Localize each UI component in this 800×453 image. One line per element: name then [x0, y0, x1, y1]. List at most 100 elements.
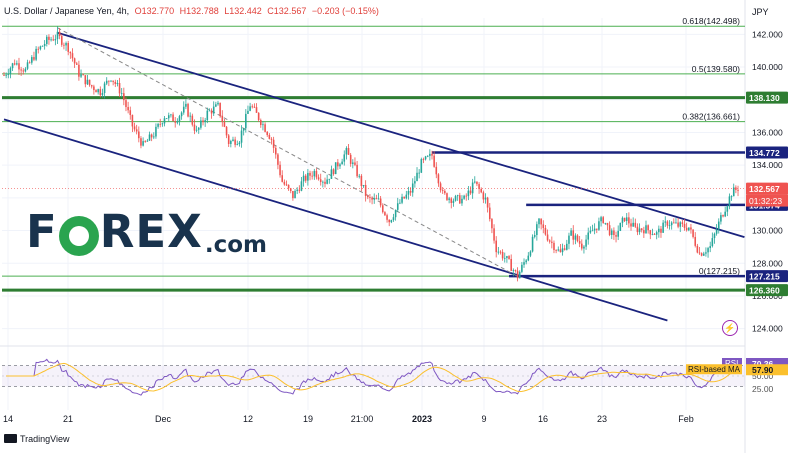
price-tick-label: 124.000 — [752, 324, 783, 334]
candle-body — [65, 43, 67, 46]
time-tick-label: 21:00 — [351, 414, 374, 424]
candle-body — [210, 110, 213, 114]
rsi-ma-value-label: 57.90 — [752, 365, 774, 375]
candle-body — [640, 228, 643, 231]
candle-body — [638, 228, 641, 233]
tradingview-brand[interactable]: TradingView — [4, 434, 70, 444]
candle-body — [95, 90, 97, 93]
candle-body — [454, 196, 457, 201]
time-tick-label: 14 — [3, 414, 13, 424]
candle-body — [148, 134, 151, 141]
rsi-ma-name-tag — [686, 364, 742, 375]
candle-body — [80, 74, 82, 77]
candle-body — [735, 187, 737, 190]
candle-body — [647, 225, 649, 231]
candle-body — [555, 250, 557, 251]
candle-body — [570, 230, 572, 236]
candle-body — [170, 114, 172, 116]
candle-body — [664, 221, 667, 223]
candle-body — [632, 222, 634, 227]
candle-body — [371, 197, 373, 200]
candle-body — [713, 233, 716, 239]
candle-body — [324, 181, 326, 184]
candle-body — [593, 228, 596, 231]
candle-body — [311, 175, 313, 177]
candle-body — [54, 39, 57, 41]
candle-body — [182, 106, 185, 113]
rsi-ma-value-tag — [746, 364, 788, 376]
candle-body — [375, 198, 378, 200]
candle-body — [155, 126, 157, 137]
candle-body — [381, 205, 384, 213]
candle-body — [178, 116, 181, 122]
candle-body — [93, 86, 95, 91]
candle-body — [206, 110, 209, 121]
candle-body — [264, 124, 266, 132]
candle-body — [163, 118, 166, 124]
candle-body — [653, 234, 656, 235]
candle-body — [247, 110, 249, 114]
candle-body — [527, 255, 530, 261]
change-value: −0.203 (−0.15%) — [311, 6, 379, 16]
candle-body — [185, 103, 187, 107]
logo-domain: .com — [204, 232, 267, 258]
candle-body — [50, 39, 52, 41]
candle-body — [123, 93, 125, 101]
candle-body — [294, 190, 296, 199]
rsi-ma-name-label: RSI-based MA — [688, 365, 741, 374]
candle-body — [544, 227, 547, 235]
candle-body — [236, 144, 239, 145]
candle-body — [116, 83, 119, 84]
candle-body — [187, 103, 189, 117]
current-price-tag-label: 132.567 — [749, 184, 780, 194]
candle-body — [367, 195, 369, 198]
low-value: L132.442 — [224, 6, 262, 16]
candle-body — [129, 110, 132, 115]
candle-body — [369, 197, 371, 198]
candle-body — [589, 230, 592, 233]
candle-body — [690, 227, 692, 230]
candle-body — [531, 236, 534, 252]
candle-body — [174, 121, 176, 123]
candle-body — [525, 260, 527, 263]
lightning-icon[interactable]: ⚡ — [722, 320, 738, 336]
candle-body — [518, 271, 521, 279]
candle-body — [266, 131, 269, 135]
candle-body — [568, 235, 570, 244]
symbol-name[interactable]: U.S. Dollar / Japanese Yen, 4h, — [4, 6, 130, 16]
candle-body — [319, 179, 322, 183]
candle-body — [433, 155, 435, 167]
candle-body — [343, 154, 346, 162]
horizontal-level-tag — [746, 91, 788, 104]
candle-body — [287, 184, 290, 189]
candle-body — [424, 156, 427, 160]
candle-body — [379, 198, 382, 206]
logo-prefix: F — [26, 205, 58, 258]
ohlc-header: U.S. Dollar / Japanese Yen, 4h, O132.770… — [4, 6, 382, 16]
candle-body — [730, 196, 733, 198]
candle-body — [142, 141, 144, 146]
candle-body — [193, 124, 196, 131]
candle-body — [431, 153, 433, 156]
candle-body — [289, 188, 292, 191]
candle-body — [161, 123, 164, 125]
candle-body — [251, 106, 254, 108]
candle-body — [484, 197, 487, 200]
candle-body — [405, 194, 408, 199]
candle-body — [390, 220, 393, 223]
candle-body — [326, 179, 328, 184]
candle-body — [307, 172, 309, 181]
close-value: C132.567 — [267, 6, 307, 16]
current-price-tag — [746, 182, 788, 195]
candle-body — [153, 136, 155, 138]
candle-body — [700, 253, 703, 256]
candle-body — [249, 106, 251, 111]
candle-body — [217, 102, 219, 105]
candle-body — [86, 79, 89, 85]
rsi-tick-label: 25.00 — [752, 384, 774, 394]
candle-body — [409, 191, 412, 193]
price-tick-label: 134.000 — [752, 160, 783, 170]
candlestick-series — [2, 26, 745, 282]
dashed-trendline — [57, 27, 518, 277]
